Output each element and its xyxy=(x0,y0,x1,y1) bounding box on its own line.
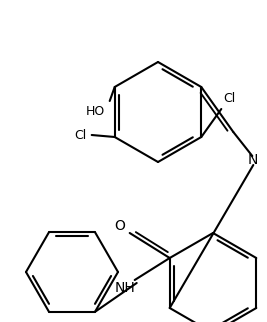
Text: N: N xyxy=(248,153,258,167)
Text: NH: NH xyxy=(114,281,135,295)
Text: HO: HO xyxy=(85,105,105,118)
Text: Cl: Cl xyxy=(223,92,235,105)
Text: O: O xyxy=(114,219,125,233)
Text: Cl: Cl xyxy=(74,128,87,141)
